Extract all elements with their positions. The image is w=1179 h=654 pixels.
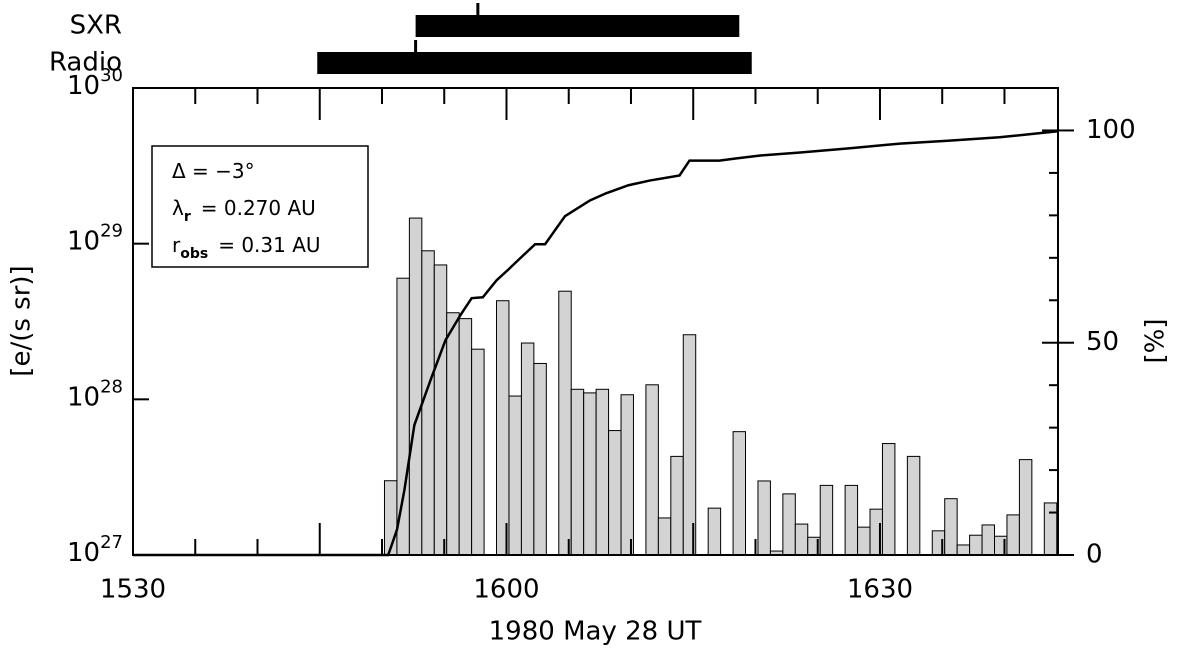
bar	[471, 348, 485, 556]
y-tick-label: 1029	[67, 220, 123, 256]
bar	[458, 318, 473, 556]
bar	[944, 498, 958, 556]
bar	[682, 334, 697, 556]
bar	[794, 523, 809, 556]
bar	[732, 431, 747, 556]
annotation-box	[151, 145, 369, 268]
bar	[620, 394, 634, 556]
annotation: robs = 0.31 AU	[172, 233, 321, 263]
y-tick-exponent: 29	[100, 220, 123, 241]
bar	[857, 526, 871, 556]
bar	[707, 507, 722, 556]
bar	[608, 430, 622, 556]
interval-label: Radio	[49, 48, 122, 78]
bar	[583, 392, 597, 556]
y-axis-label: [e/(s sr)]	[7, 265, 37, 376]
bar	[906, 455, 921, 556]
x-tick-label: 1630	[847, 575, 913, 605]
annotation-symbol: r	[172, 233, 181, 257]
bar	[657, 517, 672, 556]
bar	[844, 484, 859, 556]
y2-tick-label: 100	[1086, 115, 1136, 145]
bar	[496, 300, 510, 556]
cumulative-line	[133, 130, 1059, 557]
bar	[533, 362, 547, 556]
annotation-subscript: obs	[180, 246, 208, 262]
y-tick-exponent: 30	[100, 65, 123, 86]
bar	[819, 484, 834, 556]
bar	[782, 493, 796, 556]
x-axis-label: 1980 May 28 UT	[489, 617, 702, 647]
annotation: Δ = −3°	[172, 159, 255, 183]
x-tick-label: 1600	[473, 575, 539, 605]
annotation-symbol: λ	[172, 196, 184, 220]
annotation-value: = 0.270 AU	[201, 196, 316, 220]
annotation-symbol: Δ = −3°	[172, 159, 255, 183]
x-tick-label: 1530	[100, 575, 166, 605]
y-tick-base: 10	[67, 226, 100, 256]
bar	[520, 342, 535, 556]
bar	[645, 384, 659, 556]
bar	[969, 534, 983, 556]
bar	[446, 312, 460, 556]
y-tick-exponent: 27	[100, 532, 123, 553]
y2-tick-label: 50	[1086, 327, 1119, 357]
bar	[383, 480, 398, 556]
bar	[570, 388, 585, 556]
y-tick-exponent: 28	[100, 376, 123, 397]
bar	[670, 455, 684, 556]
y-tick-base: 10	[67, 382, 100, 412]
bar	[881, 443, 896, 556]
bar	[981, 524, 996, 556]
bar	[595, 388, 610, 556]
bar	[433, 264, 448, 556]
interval-label: SXR	[70, 11, 122, 41]
bar	[1043, 502, 1058, 556]
y-tick-label: 1027	[67, 532, 123, 568]
y-tick-label: 1028	[67, 376, 123, 412]
y2-axis-label: [%]	[1141, 319, 1171, 364]
plot-frame	[132, 87, 1059, 556]
y2-tick-label: 0	[1086, 540, 1103, 570]
bar	[421, 250, 435, 556]
bar	[1006, 514, 1020, 556]
annotation-value: = 0.31 AU	[218, 233, 320, 257]
y-tick-label: 1030	[67, 65, 123, 101]
y-tick-base: 10	[67, 538, 100, 568]
annotation: λr = 0.270 AU	[172, 196, 316, 226]
interval-bar	[415, 15, 740, 37]
annotation-subscript: r	[184, 209, 191, 225]
bar	[956, 544, 971, 556]
bar	[408, 217, 423, 556]
interval-bar	[317, 52, 752, 74]
bar	[508, 395, 522, 556]
bar	[1018, 459, 1033, 556]
y-tick-base: 10	[67, 71, 100, 101]
bar	[757, 480, 771, 556]
bar	[558, 290, 572, 556]
